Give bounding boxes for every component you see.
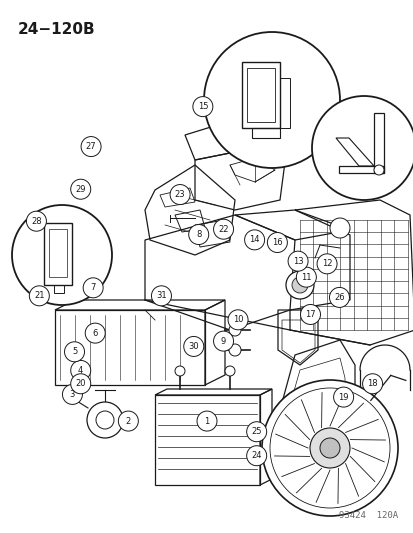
Circle shape [285, 271, 313, 299]
Circle shape [118, 411, 138, 431]
Circle shape [183, 336, 203, 357]
Circle shape [311, 96, 413, 200]
Circle shape [261, 380, 397, 516]
Text: 22: 22 [218, 225, 228, 233]
Circle shape [29, 286, 49, 306]
Text: 17: 17 [304, 310, 315, 319]
Circle shape [87, 402, 123, 438]
Circle shape [267, 232, 287, 253]
Circle shape [246, 422, 266, 442]
Text: 5: 5 [72, 348, 77, 356]
Circle shape [287, 251, 307, 271]
Circle shape [224, 366, 235, 376]
Text: 31: 31 [156, 292, 166, 300]
Text: 8: 8 [196, 230, 201, 239]
Text: 3: 3 [70, 390, 75, 399]
Circle shape [309, 428, 349, 468]
Circle shape [319, 438, 339, 458]
Circle shape [296, 267, 316, 287]
Text: 7: 7 [90, 284, 95, 292]
Circle shape [62, 384, 82, 405]
Text: 10: 10 [232, 316, 243, 324]
Circle shape [213, 331, 233, 351]
Circle shape [329, 218, 349, 238]
Circle shape [26, 211, 46, 231]
Circle shape [246, 446, 266, 466]
Circle shape [197, 411, 216, 431]
Text: 16: 16 [271, 238, 282, 247]
Text: 28: 28 [31, 217, 42, 225]
Text: 15: 15 [197, 102, 208, 111]
Text: 30: 30 [188, 342, 199, 351]
Circle shape [64, 342, 84, 362]
Text: 26: 26 [333, 293, 344, 302]
Text: 93424  120A: 93424 120A [338, 511, 397, 520]
Text: 13: 13 [292, 257, 303, 265]
Circle shape [213, 219, 233, 239]
Circle shape [151, 286, 171, 306]
Text: 29: 29 [75, 185, 86, 193]
Circle shape [204, 32, 339, 168]
Circle shape [228, 310, 247, 330]
Text: 27: 27 [85, 142, 96, 151]
Circle shape [96, 411, 114, 429]
Text: 19: 19 [337, 393, 348, 401]
Text: 11: 11 [300, 273, 311, 281]
Text: 18: 18 [366, 379, 377, 388]
Text: 1: 1 [204, 417, 209, 425]
Circle shape [228, 324, 240, 336]
Circle shape [192, 96, 212, 117]
Circle shape [83, 278, 103, 298]
Circle shape [71, 179, 90, 199]
Circle shape [291, 277, 307, 293]
Text: 24−120B: 24−120B [18, 22, 95, 37]
Circle shape [316, 254, 336, 274]
Circle shape [333, 387, 353, 407]
Text: 24: 24 [251, 451, 261, 460]
Circle shape [175, 366, 185, 376]
Circle shape [329, 287, 349, 308]
Text: 20: 20 [75, 379, 86, 388]
Circle shape [362, 374, 382, 394]
Circle shape [81, 136, 101, 157]
Circle shape [300, 304, 320, 325]
Text: 23: 23 [174, 190, 185, 199]
Text: 21: 21 [34, 292, 45, 300]
Circle shape [244, 230, 264, 250]
Text: 25: 25 [251, 427, 261, 436]
Text: 6: 6 [93, 329, 97, 337]
Circle shape [228, 344, 240, 356]
Circle shape [71, 374, 90, 394]
Text: 14: 14 [249, 236, 259, 244]
Circle shape [188, 224, 208, 245]
Circle shape [170, 184, 190, 205]
Circle shape [373, 165, 383, 175]
Text: 12: 12 [321, 260, 332, 268]
Text: 4: 4 [78, 366, 83, 375]
Text: 9: 9 [221, 337, 225, 345]
Circle shape [12, 205, 112, 305]
Circle shape [71, 360, 90, 381]
Text: 2: 2 [126, 417, 131, 425]
Circle shape [85, 323, 105, 343]
